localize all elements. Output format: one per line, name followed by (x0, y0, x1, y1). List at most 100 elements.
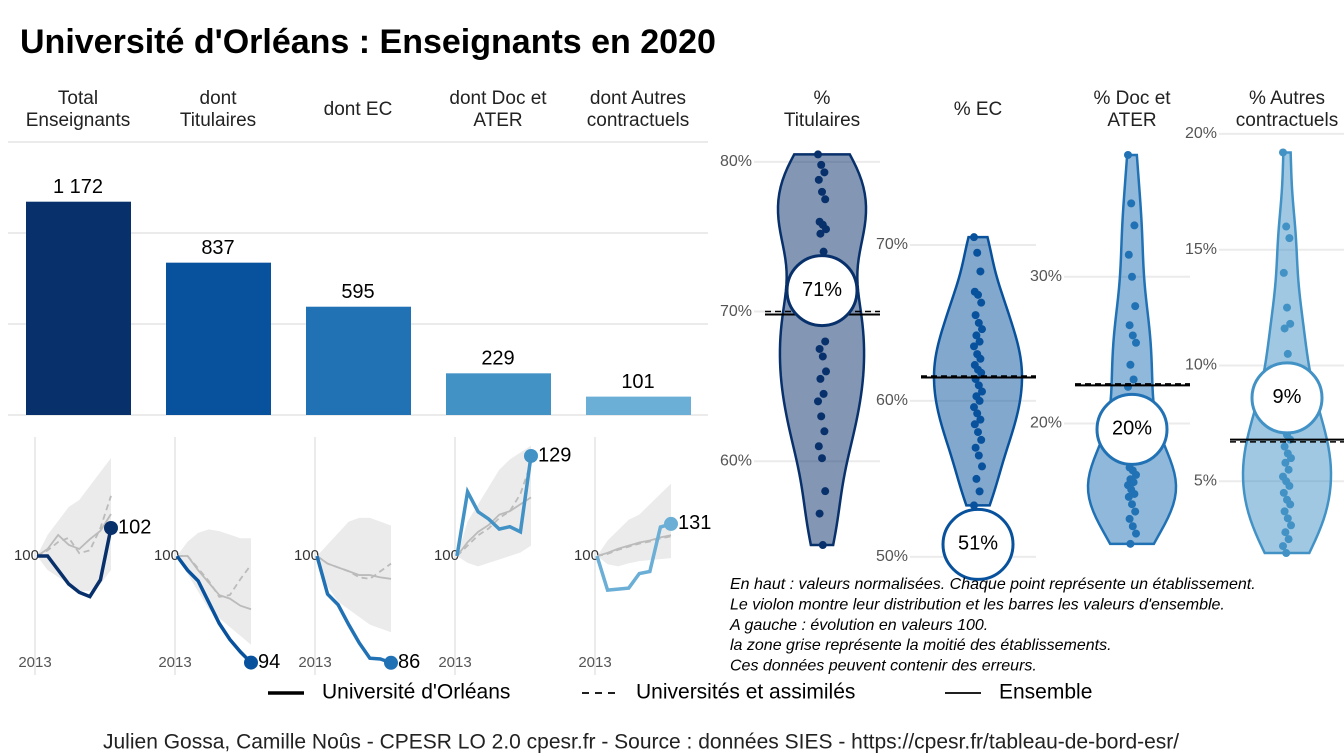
point (816, 374, 825, 383)
point (1124, 250, 1133, 259)
point (817, 160, 826, 169)
y-tick-label: 20% (1030, 415, 1062, 432)
line (177, 555, 252, 598)
value-label: 229 (481, 348, 514, 370)
point (821, 337, 830, 346)
point (1285, 234, 1294, 243)
point (970, 233, 978, 242)
x-tick-label: 2013 (578, 654, 611, 671)
point (1285, 481, 1294, 490)
value-label: 595 (341, 281, 374, 303)
point (818, 187, 826, 196)
point (1281, 528, 1290, 537)
end-label: 94 (258, 651, 280, 673)
point (1131, 302, 1140, 311)
y-tick-label: 10% (1185, 357, 1217, 374)
y-tick-label: 60% (720, 452, 752, 469)
point (1128, 522, 1137, 531)
y-tick-label: 100 (434, 547, 459, 564)
point (976, 354, 985, 363)
legend-label: Université d'Orléans (322, 681, 510, 704)
point (820, 427, 829, 436)
point (1280, 324, 1289, 333)
band (597, 483, 671, 567)
point (1283, 303, 1291, 312)
point (1129, 375, 1138, 384)
point (976, 267, 985, 276)
point (972, 474, 981, 483)
point (1287, 454, 1295, 463)
line (37, 527, 113, 599)
point (1127, 199, 1136, 208)
point (973, 248, 982, 257)
point (1125, 514, 1134, 523)
point (1280, 442, 1289, 451)
value-label: 71% (802, 279, 842, 301)
panel-header: % Doc et ATER (1093, 88, 1171, 131)
point (814, 442, 823, 451)
note: Le violon montre leur distribution et le… (730, 597, 1225, 614)
point (1281, 458, 1290, 467)
note: la zone grise représente la moitié des é… (730, 637, 1112, 654)
point (1128, 500, 1136, 509)
line (595, 522, 672, 593)
point (974, 290, 982, 299)
point (1124, 150, 1132, 159)
bar (586, 396, 691, 415)
point (970, 420, 979, 429)
bar (446, 373, 551, 415)
bar (26, 201, 131, 415)
point (814, 397, 822, 406)
value-circle (1250, 361, 1324, 435)
point (1124, 492, 1133, 501)
y-tick-label: 80% (720, 153, 752, 170)
line (455, 455, 533, 557)
panel-header: % Titulaires (783, 88, 861, 131)
x-tick-label: 2013 (298, 654, 331, 671)
point (973, 409, 982, 418)
point (1283, 349, 1292, 358)
point (814, 150, 822, 159)
point (1130, 221, 1139, 230)
value-circle (1095, 392, 1169, 466)
end-point (664, 516, 678, 531)
legend-label: Ensemble (999, 681, 1092, 704)
band (37, 458, 111, 591)
point (818, 454, 826, 463)
y-tick-label: 100 (14, 547, 39, 564)
end-label: 131 (678, 512, 711, 534)
point (974, 451, 983, 460)
point (975, 396, 984, 405)
end-label: 129 (538, 444, 571, 466)
point (1126, 539, 1135, 548)
note: En haut : valeurs normalisées. Chaque po… (730, 576, 1256, 593)
value-label: 837 (201, 237, 234, 259)
line (315, 555, 392, 665)
point (970, 342, 978, 351)
panel-header: % Autres contractuels (1235, 88, 1339, 131)
point (1280, 507, 1289, 516)
point (1279, 488, 1288, 497)
point (978, 325, 986, 334)
point (977, 298, 986, 307)
y-tick-label: 70% (876, 236, 908, 253)
y-tick-label: 15% (1185, 241, 1217, 258)
point (816, 229, 825, 238)
panel-header: dont Autres contractuels (586, 88, 690, 131)
x-tick-label: 2013 (438, 654, 471, 671)
line (36, 513, 112, 557)
point (974, 381, 983, 390)
band (177, 529, 251, 645)
y-tick-label: 100 (574, 547, 599, 564)
end-label: 102 (118, 516, 151, 538)
value-circle (785, 254, 859, 328)
point (1287, 521, 1295, 530)
point (971, 443, 980, 452)
panel-header: Total Enseignants (25, 88, 131, 131)
point (974, 318, 983, 327)
point (821, 195, 830, 204)
source: Julien Gossa, Camille Noûs - CPESR LO 2.… (103, 731, 1179, 754)
value-label: 51% (958, 533, 998, 555)
value-label: 1 172 (53, 176, 103, 198)
